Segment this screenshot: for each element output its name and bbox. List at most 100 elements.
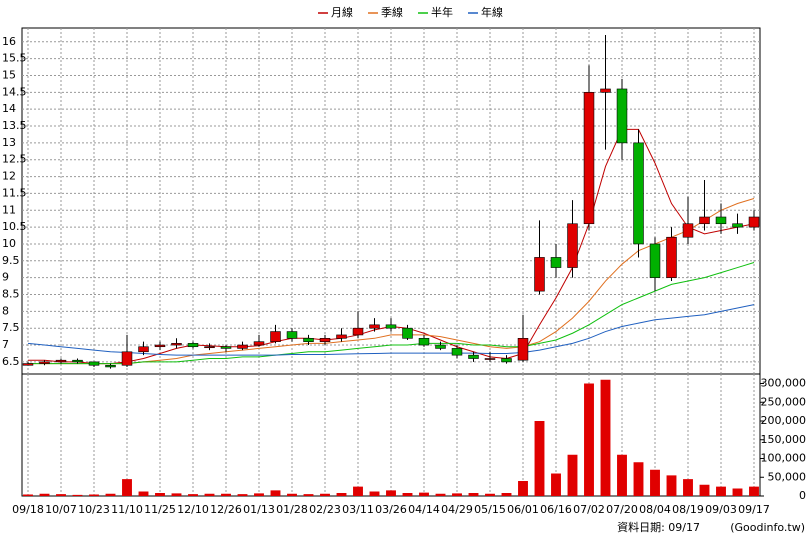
volume-bar <box>666 475 677 496</box>
candle-body <box>121 351 133 366</box>
candle-body <box>270 331 281 342</box>
candle-body <box>600 88 611 93</box>
volume-bar <box>617 454 627 496</box>
volume-bar <box>23 494 33 496</box>
volume-bar <box>452 493 462 496</box>
volume-tick-label: 300,000 <box>761 377 807 390</box>
y-tick-label: 14.5 <box>2 85 27 98</box>
volume-bar <box>534 421 545 496</box>
candle-body <box>369 324 380 329</box>
volume-tick-label: 0 <box>799 489 806 502</box>
volume-bar <box>221 493 231 496</box>
candle-body <box>567 223 578 268</box>
y-tick-label: 7.5 <box>2 321 20 334</box>
source: (Goodinfo.tw) <box>730 521 805 534</box>
x-tick-label: 01/28 <box>276 503 308 516</box>
volume-bar <box>270 490 281 496</box>
legend-label: 季線 <box>381 5 403 19</box>
x-tick-label: 03/11 <box>342 503 374 516</box>
volume-tick-label: 250,000 <box>761 395 807 408</box>
x-tick-label: 03/26 <box>375 503 407 516</box>
x-tick-label: 06/01 <box>507 503 539 516</box>
x-tick-label: 07/20 <box>606 503 638 516</box>
x-tick-label: 08/19 <box>672 503 704 516</box>
candle-body <box>616 88 628 144</box>
ma-line <box>27 304 755 356</box>
volume-bar <box>699 484 710 496</box>
x-tick-label: 06/16 <box>540 503 572 516</box>
candle-body <box>484 358 496 360</box>
candle-body <box>237 344 248 349</box>
volume-bar <box>584 383 594 496</box>
candle-body <box>402 327 413 339</box>
x-tick-label: 05/15 <box>474 503 506 516</box>
candle-body <box>171 343 182 346</box>
x-tick-label: 09/03 <box>705 503 737 516</box>
volume-bar <box>600 379 611 496</box>
y-tick-label: 14 <box>2 102 16 115</box>
candle-body <box>154 344 166 348</box>
volume-bar <box>435 493 446 496</box>
candle-body <box>385 324 397 329</box>
candle-body <box>22 363 34 366</box>
candle-body <box>204 346 215 349</box>
x-tick-label: 07/02 <box>573 503 605 516</box>
volume-bar <box>105 493 116 496</box>
legend: 月線 季線 半年 年線 <box>318 5 503 19</box>
candle-body <box>55 359 67 363</box>
volume-tick-label: 50,000 <box>768 470 807 483</box>
y-tick-label: 6.5 <box>2 355 20 368</box>
x-tick-label: 01/13 <box>243 503 275 516</box>
y-tick-label: 11.5 <box>2 186 27 199</box>
volume-bar <box>353 486 363 496</box>
candle-body <box>666 236 677 278</box>
volume-bar <box>155 493 165 496</box>
candle-body <box>418 338 430 346</box>
candle-body <box>748 216 760 228</box>
volume-bar <box>138 491 149 496</box>
candle-body <box>220 346 232 349</box>
y-tick-label: 15.5 <box>2 52 27 65</box>
x-tick-label: 11/25 <box>144 503 176 516</box>
volume-bar <box>171 493 182 496</box>
candle-body <box>105 364 116 368</box>
x-tick-label: 10/07 <box>45 503 77 516</box>
volume-bar <box>485 493 495 496</box>
x-tick-label: 04/14 <box>408 503 440 516</box>
volume-bar <box>39 493 50 496</box>
candle-body <box>303 338 314 342</box>
volume-bar <box>650 469 660 496</box>
volume-bar <box>749 486 759 496</box>
y-tick-label: 15 <box>2 68 16 81</box>
volume-bar <box>287 493 297 496</box>
candle-body <box>732 223 743 228</box>
volume-bar <box>518 481 528 496</box>
x-tick-label: 12/26 <box>210 503 242 516</box>
y-tick-label: 13 <box>2 136 16 149</box>
candle-body <box>352 327 364 336</box>
y-tick-label: 13.5 <box>2 119 27 132</box>
ma-line <box>28 197 755 365</box>
candle-body <box>517 338 529 361</box>
volume-bar <box>716 486 726 496</box>
volume-bar <box>732 488 743 496</box>
volume-bar <box>303 494 314 496</box>
volume-bar <box>468 493 479 496</box>
x-tick-label: 08/04 <box>639 503 671 516</box>
y-tick-label: 11 <box>2 203 16 216</box>
candle-body <box>649 243 661 278</box>
candle-body <box>534 257 545 292</box>
candle-body <box>253 341 265 346</box>
volume-bar <box>683 479 693 496</box>
ma-line <box>28 262 755 365</box>
candle-body <box>715 216 727 225</box>
candle-body <box>550 257 562 268</box>
x-tick-label: 04/29 <box>441 503 473 516</box>
volume-bar <box>254 493 264 496</box>
y-tick-label: 9 <box>2 271 9 284</box>
y-tick-label: 12 <box>2 170 16 183</box>
y-tick-label: 8.5 <box>2 288 20 301</box>
volume-bar <box>188 494 198 496</box>
